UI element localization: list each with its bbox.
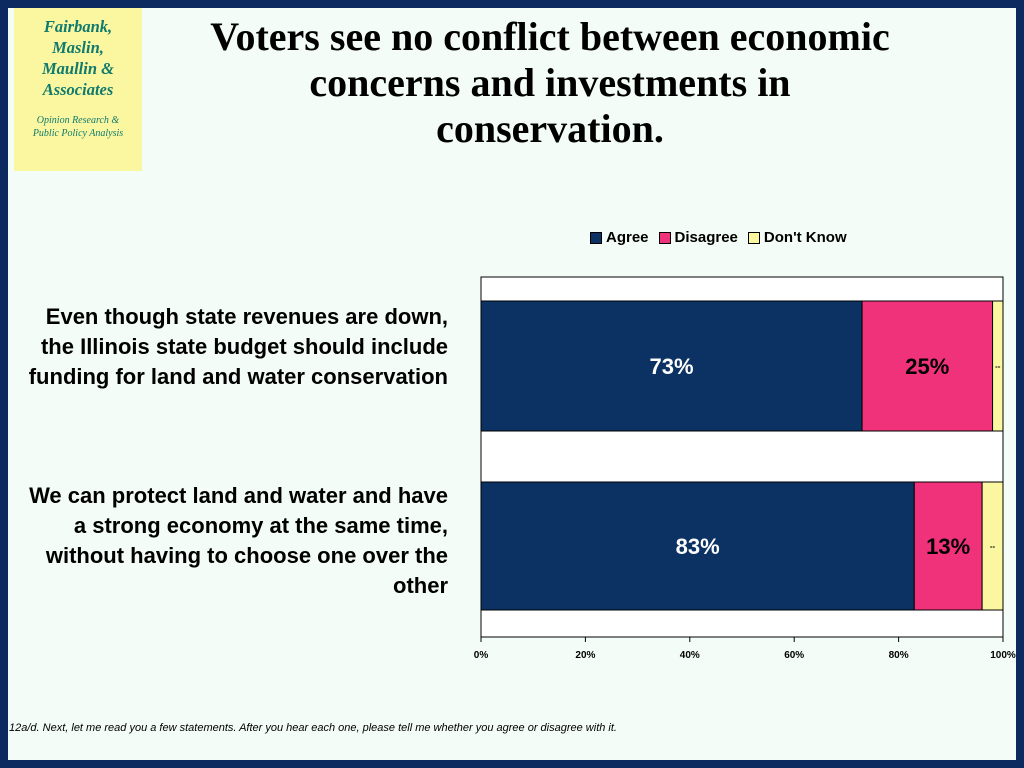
legend-item-disagree: Disagree xyxy=(658,229,738,246)
legend-label-dont-know: Don't Know xyxy=(763,229,847,246)
chart-legend: Agree Disagree Don't Know xyxy=(590,229,847,246)
data-label-1-2: 25% xyxy=(905,354,949,379)
legend-swatch-disagree xyxy=(658,231,671,244)
slide-title: Voters see no conflict between economic … xyxy=(210,14,890,151)
x-tick-label-2: 40% xyxy=(680,650,700,661)
legend-item-agree: Agree xyxy=(590,229,649,246)
x-tick-label-1: 20% xyxy=(575,650,595,661)
x-tick-label-4: 80% xyxy=(889,650,909,661)
data-label-2-3: -- xyxy=(990,542,996,551)
legend-label-agree: Agree xyxy=(606,229,649,246)
bar-2-don-t-know xyxy=(981,481,1004,611)
x-tick-label-0: 0% xyxy=(474,650,489,661)
bar-2-agree xyxy=(480,481,915,611)
data-label-2-2: 13% xyxy=(926,534,970,559)
bar-2-disagree xyxy=(913,481,983,611)
legend-swatch-agree xyxy=(590,231,602,244)
footnote: 12a/d. Next, let me read you a few state… xyxy=(9,722,617,734)
logo-tagline: Opinion Research & Public Policy Analysi… xyxy=(32,115,124,139)
data-label-1-3: -- xyxy=(995,362,1001,371)
x-tick-label-5: 100% xyxy=(990,650,1016,661)
legend-swatch-dont-know xyxy=(747,231,760,244)
data-label-2-1: 83% xyxy=(676,534,720,559)
bar-1-disagree xyxy=(861,300,994,432)
data-label-1-1: 73% xyxy=(650,354,694,379)
statement-label-2: We can protect land and water and have a… xyxy=(29,483,448,598)
statement-label-1: Even though state revenues are down, the… xyxy=(28,304,448,389)
x-tick-label-3: 60% xyxy=(784,650,804,661)
legend-label-disagree: Disagree xyxy=(674,229,738,246)
logo-name: Fairbank, Maslin, Maullin & Associates xyxy=(42,17,114,99)
logo: Fairbank, Maslin, Maullin & Associates O… xyxy=(14,8,142,171)
bar-1-don-t-know xyxy=(992,300,1004,432)
legend-item-dont-know: Don't Know xyxy=(747,229,847,246)
